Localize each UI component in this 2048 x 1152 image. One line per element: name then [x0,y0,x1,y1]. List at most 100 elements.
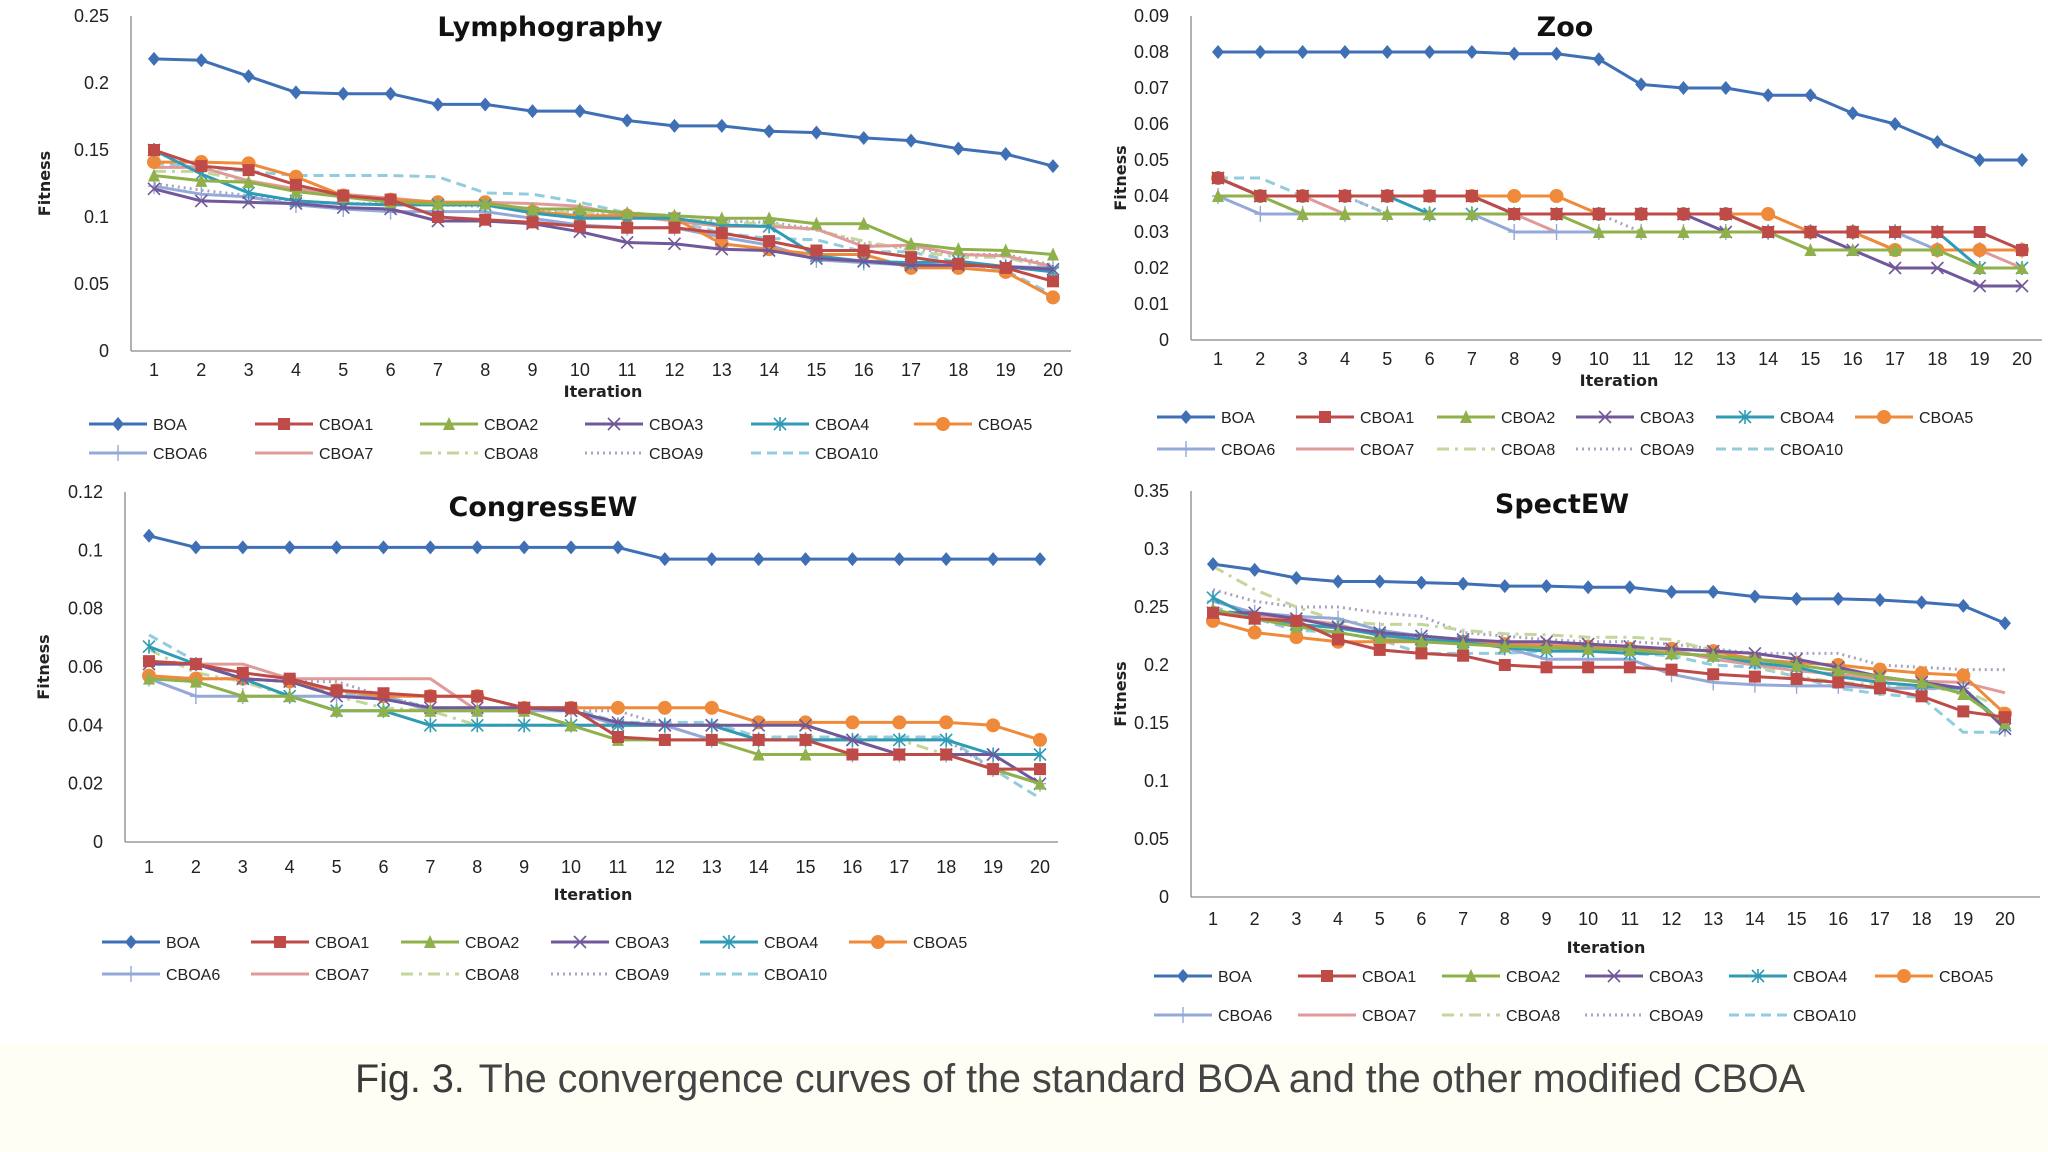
data-point [1498,659,1511,671]
data-point [471,703,484,717]
legend-label: CBOA9 [1649,1008,1703,1025]
legend-entry-cboa7: CBOA7 [251,967,369,984]
data-point [1047,159,1059,174]
data-point [330,540,343,555]
data-point [283,689,296,703]
x-tick-label: 8 [1509,349,1519,369]
x-tick-label: 19 [996,360,1016,380]
data-point [1550,46,1563,61]
data-point [242,69,255,84]
y-axis-label: Fitness [1111,661,1130,726]
legend-marker [607,417,621,431]
x-tick-label: 19 [1953,909,1973,929]
data-point [526,201,539,215]
y-tick-label: 0.08 [68,599,103,619]
data-point [1550,208,1563,220]
data-point [526,104,539,119]
data-point [1677,208,1690,220]
legend-label: CBOA6 [1221,442,1275,459]
data-point [1930,261,1944,275]
data-point [573,201,586,215]
legend-marker [1319,411,1331,423]
data-point [1790,658,1803,671]
data-point [289,85,302,100]
data-point [939,715,954,730]
legend-marker [125,966,137,982]
legend-label: CBOA9 [649,446,703,463]
data-point [799,552,812,567]
data-point [330,703,343,717]
data-point [289,184,302,198]
y-tick-label: 0.06 [1134,114,1169,134]
legend-marker [1607,969,1621,983]
y-tick-label: 0.12 [68,482,103,502]
data-point [940,552,953,567]
legend-entry-cboa8: CBOA8 [1437,442,1555,459]
legend-entry-cboa1: CBOA1 [251,935,369,952]
x-tick-label: 2 [196,360,206,380]
data-point [893,748,906,761]
data-point [242,195,256,209]
data-point [283,672,296,685]
data-point [143,528,155,543]
data-point [1719,208,1732,220]
data-point [573,104,586,119]
data-point [905,251,918,264]
data-point [565,701,578,714]
caption-band [0,1045,2048,1152]
legend-entry-cboa5: CBOA5 [914,417,1032,434]
data-point [1550,224,1563,240]
x-tick-label: 5 [1375,909,1385,929]
x-tick-label: 6 [1416,909,1426,929]
y-tick-label: 0 [1159,330,1169,350]
x-tick-label: 9 [1552,349,1562,369]
legend-entry-cboa2: CBOA2 [420,417,538,434]
data-point [1254,45,1267,59]
data-point [620,235,634,250]
data-point [1592,208,1605,220]
data-point [1623,580,1636,595]
y-tick-label: 0.15 [1134,713,1169,733]
data-point [658,718,672,732]
legend-marker [274,936,286,948]
x-tick-label: 15 [806,360,826,380]
y-tick-label: 0.02 [1134,258,1169,278]
y-tick-label: 0.04 [1134,186,1169,206]
data-point [337,86,350,101]
data-point [143,671,155,685]
data-point [1748,670,1761,683]
chart-title: Zoo [1537,12,1594,43]
legend: BOA CBOA1 CBOA2 CBOA3 CBOA4 CBOA5 CBOA6 CBOA7 CB… [102,935,967,984]
y-tick-label: 0.06 [68,657,103,677]
data-point [763,235,776,248]
legend-entry-cboa1: CBOA1 [1296,410,1414,427]
x-tick-label: 10 [1589,349,1609,369]
x-tick-label: 3 [238,857,248,877]
legend-entry-cboa2: CBOA2 [401,935,519,952]
legend-label: CBOA3 [615,935,669,952]
x-tick-label: 10 [570,360,590,380]
x-tick-label: 18 [936,857,956,877]
data-point [1804,88,1817,103]
series-line [1217,176,2023,252]
data-point [424,703,437,717]
data-point [1338,190,1351,202]
data-point [987,763,1000,776]
x-tick-label: 20 [1995,909,2015,929]
data-point [1873,669,1886,683]
data-point [1677,225,1690,238]
data-point [892,715,907,730]
data-point [986,747,1000,762]
data-point [621,113,634,128]
y-tick-label: 0.1 [78,540,103,560]
data-point [763,211,776,225]
legend-marker [773,417,787,431]
x-tick-label: 1 [149,360,159,380]
data-point [1290,614,1303,627]
data-point [857,244,870,257]
data-point [1290,571,1303,585]
x-tick-label: 18 [948,360,968,380]
data-point [1748,652,1761,666]
legend: BOA CBOA1 CBOA2 CBOA3 CBOA4 CBOA5 CBOA6 CBOA7 CB… [1154,969,1993,1025]
data-point [1457,576,1470,591]
